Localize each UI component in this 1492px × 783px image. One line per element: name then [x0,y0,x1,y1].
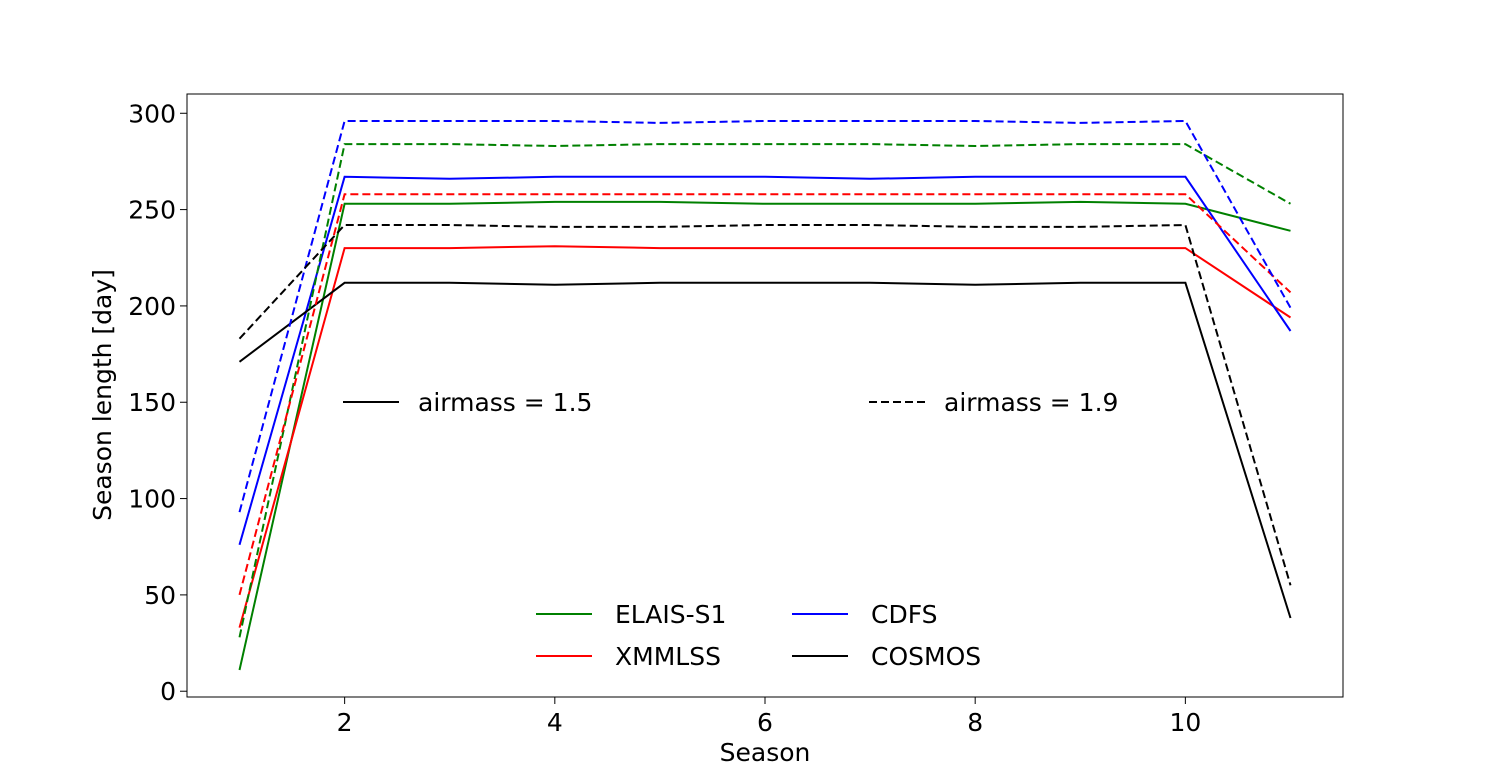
x-axis-title: Season [720,738,811,767]
y-tick-label: 50 [144,581,176,610]
legend-label: CDFS [871,600,938,629]
x-axis: 2 4 6 8 10 [337,697,1201,737]
series-line-cdfs-airmass-1-9 [238,119,1292,513]
series-line-xmmlss-airmass-1-5 [238,245,1292,628]
series-line-elais-s1-airmass-1-9 [238,143,1291,638]
series-line-xmmlss-airmass-1-9 [238,193,1292,596]
series-line-cosmos-airmass-1-5 [238,281,1292,619]
plot-area-frame [186,93,1344,698]
style-legend-label: airmass = 1.5 [418,388,592,417]
y-tick-label: 250 [128,196,176,225]
x-tick-label: 2 [337,708,353,737]
legend-label: XMMLSS [615,642,721,671]
y-tick-label: 200 [128,292,176,321]
x-tick-label: 8 [967,708,983,737]
x-tick-label: 10 [1169,708,1201,737]
series-layer [238,119,1292,671]
legend-label: COSMOS [871,642,981,671]
y-tick-label: 300 [128,99,176,128]
y-tick-label: 100 [128,485,176,514]
series-line-cosmos-airmass-1-9 [238,223,1292,586]
series-line-cdfs-airmass-1-5 [238,175,1292,546]
legend-label: ELAIS-S1 [615,600,726,629]
style-legend: airmass = 1.5 airmass = 1.9 [343,388,1118,417]
y-axis: 0 50 100 150 200 250 300 [128,99,187,706]
style-legend-label: airmass = 1.9 [944,388,1118,417]
series-line-elais-s1-airmass-1-5 [238,200,1291,671]
y-axis-title: Season length [day] [88,269,117,521]
x-tick-label: 4 [547,708,563,737]
y-tick-label: 0 [160,677,176,706]
field-legend: ELAIS-S1 CDFS XMMLSS COSMOS [536,600,981,671]
x-tick-label: 6 [757,708,773,737]
y-tick-label: 150 [128,388,176,417]
